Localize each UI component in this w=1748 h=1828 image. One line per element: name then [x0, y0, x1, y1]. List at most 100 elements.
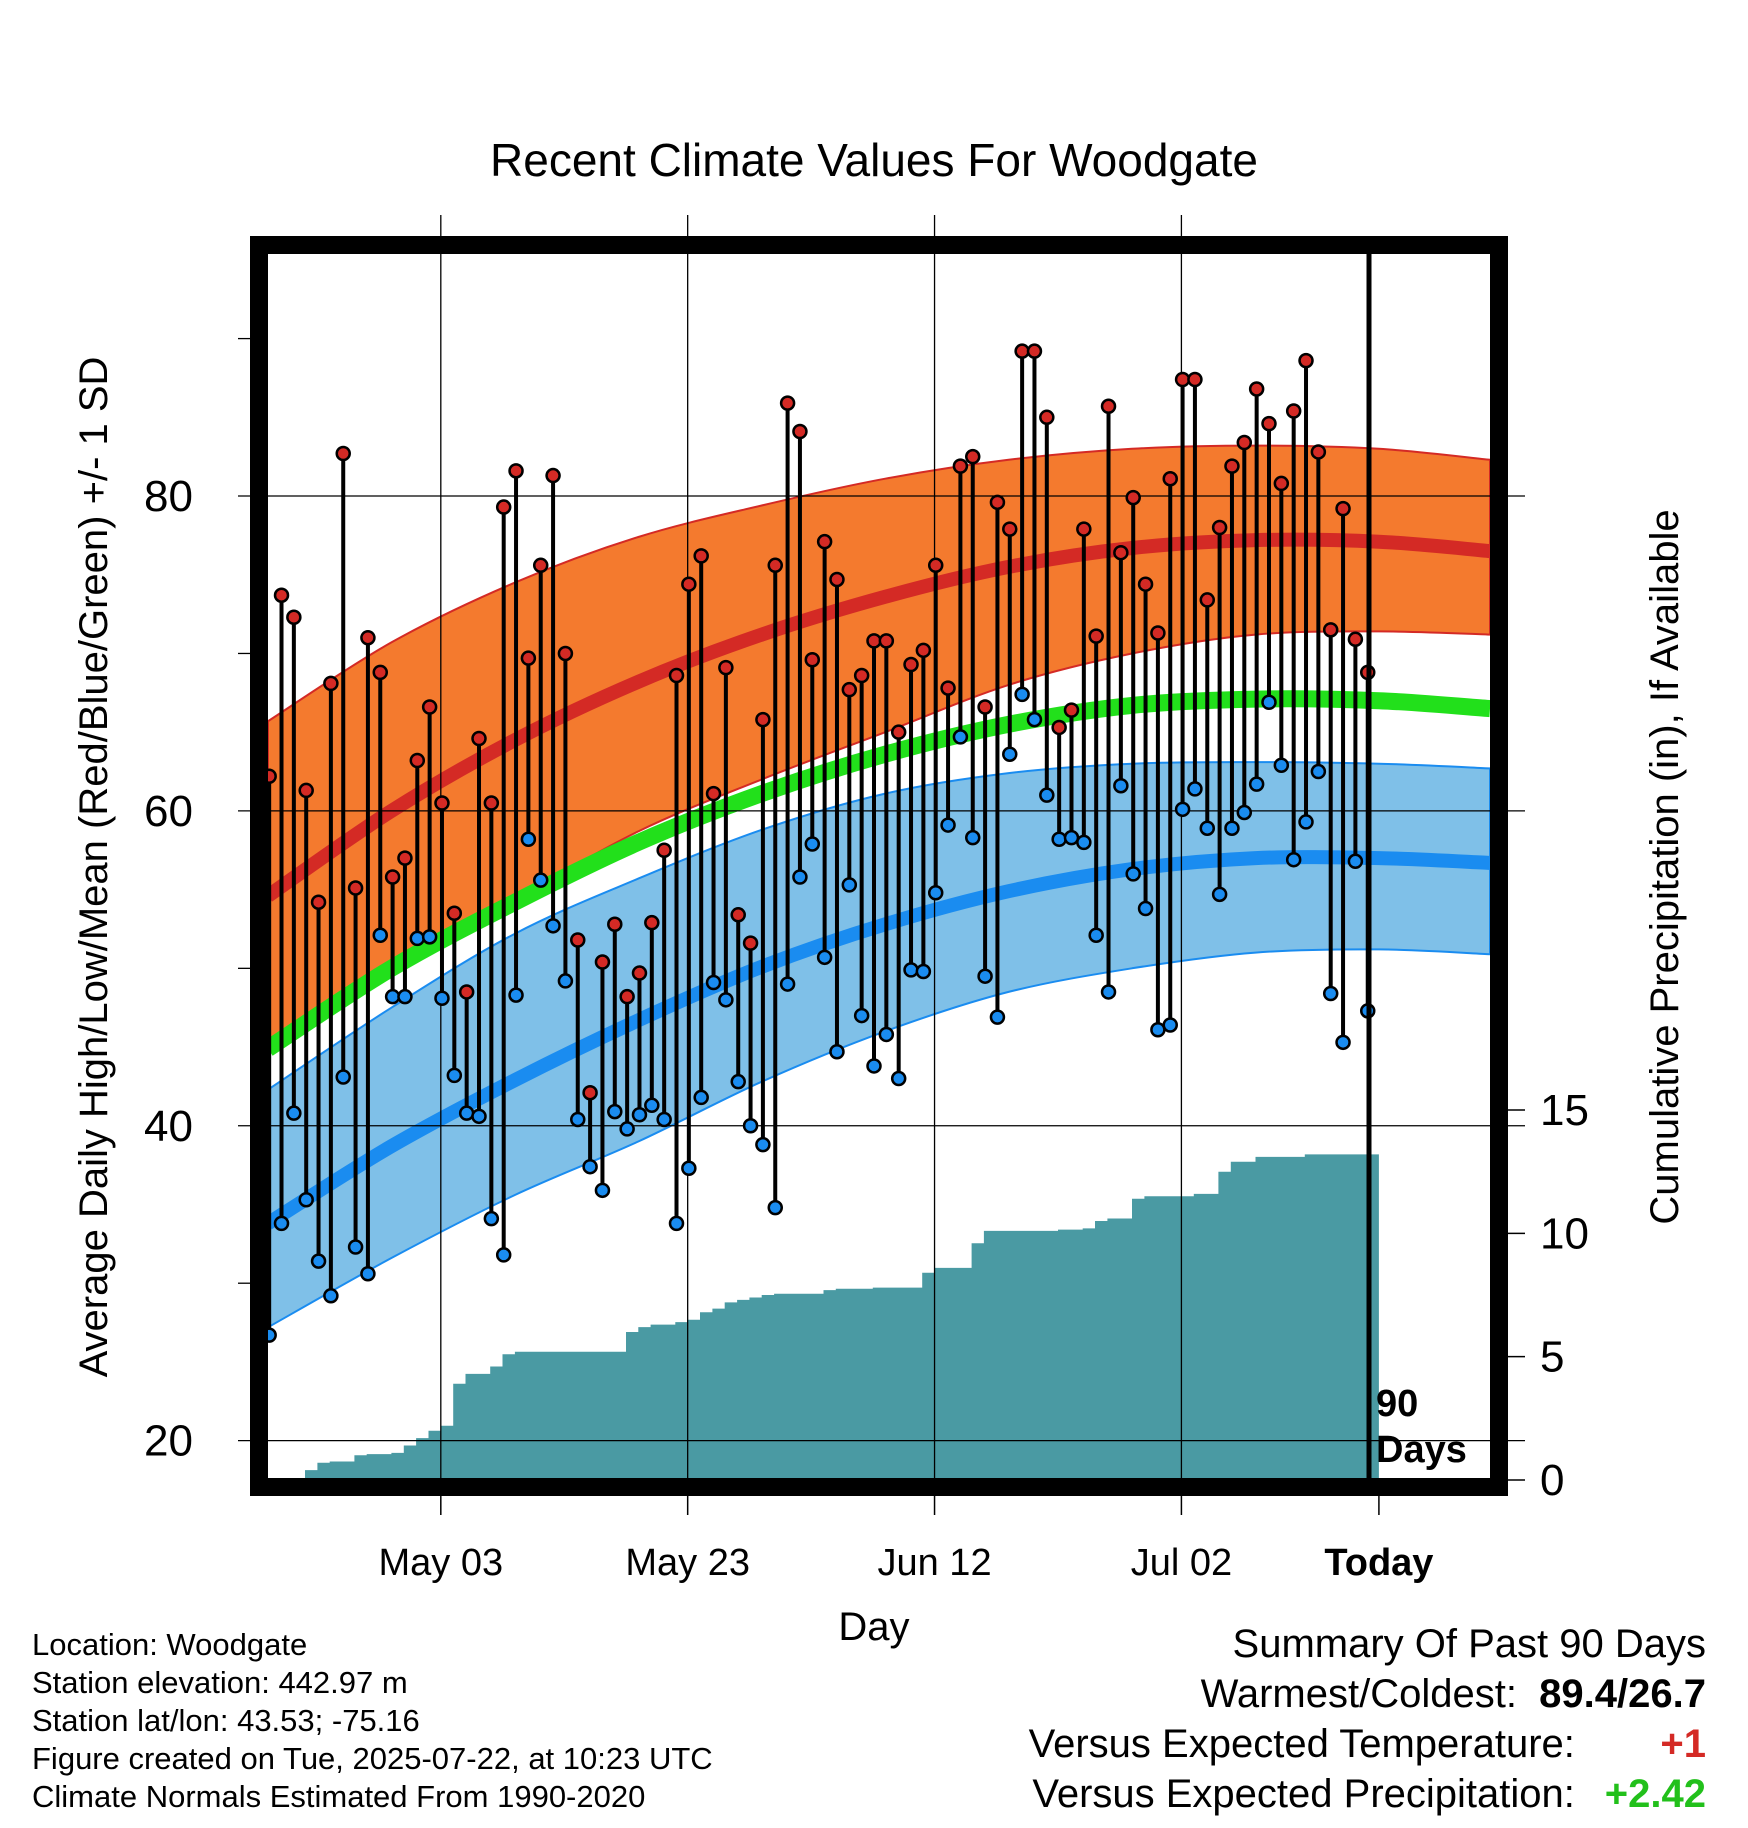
high-point: [1322, 622, 1339, 638]
y-right-tick-label: 5: [1540, 1333, 1564, 1382]
low-point: [853, 1007, 870, 1024]
low-point: [532, 872, 549, 888]
low-point: [1137, 900, 1154, 917]
high-point: [1347, 631, 1364, 648]
low-point: [298, 1192, 314, 1208]
y-right-tick-label: 15: [1540, 1086, 1589, 1135]
high-point: [989, 494, 1006, 511]
low-point: [570, 1111, 586, 1128]
elevation-text: Station elevation: 442.97 m: [32, 1665, 408, 1700]
low-point: [619, 1121, 635, 1137]
high-point: [607, 916, 623, 933]
y-axis-right-label: Cumulative Precipitation (in), If Availa…: [1643, 509, 1687, 1224]
low-point: [1051, 831, 1067, 847]
high-point: [409, 752, 426, 769]
high-point: [1335, 500, 1351, 517]
high-point: [335, 445, 351, 462]
high-point: [853, 667, 870, 684]
low-point: [483, 1210, 500, 1227]
low-point: [656, 1111, 672, 1128]
high-point: [619, 988, 635, 1005]
high-point: [1298, 352, 1314, 369]
low-point: [816, 949, 833, 966]
high-point: [940, 680, 956, 696]
low-point: [718, 992, 734, 1008]
high-point: [594, 954, 611, 970]
low-point: [421, 929, 438, 945]
low-point: [397, 988, 413, 1005]
latlon-text: Station lat/lon: 43.53; -75.16: [32, 1703, 420, 1738]
low-point: [1310, 763, 1327, 780]
high-point: [1310, 444, 1327, 460]
high-point: [421, 699, 438, 715]
chart-title: Recent Climate Values For Woodgate: [490, 134, 1258, 186]
high-point: [693, 548, 709, 564]
low-point: [1125, 866, 1141, 882]
low-point: [964, 829, 981, 846]
high-point: [520, 650, 537, 666]
low-point: [903, 962, 919, 978]
high-point: [434, 795, 450, 811]
y-left-tick-label: 60: [144, 787, 193, 836]
low-point: [767, 1199, 784, 1216]
x-tick-label: Jun 12: [877, 1542, 991, 1584]
high-point: [508, 463, 524, 479]
y-left-tick-label: 40: [144, 1102, 193, 1151]
low-point: [693, 1089, 709, 1106]
low-point: [384, 988, 401, 1005]
high-point: [841, 681, 858, 698]
high-point: [532, 557, 549, 574]
high-point: [372, 664, 389, 681]
high-point: [310, 894, 327, 910]
low-point: [471, 1108, 487, 1125]
low-point: [557, 973, 574, 989]
low-point: [372, 927, 389, 944]
high-point: [656, 842, 672, 859]
high-point: [705, 785, 722, 802]
low-point: [1261, 694, 1277, 711]
x-axis-label: Day: [838, 1605, 909, 1649]
summary-title-text: Summary Of Past 90 Days: [1232, 1622, 1706, 1666]
high-point: [644, 914, 660, 931]
high-point: [779, 395, 796, 411]
low-point: [1088, 927, 1104, 944]
high-point: [1174, 371, 1191, 388]
low-point: [1211, 886, 1228, 903]
low-point: [977, 968, 993, 984]
warm-cold-value: 89.4/26.7: [1539, 1672, 1706, 1716]
low-point: [310, 1253, 327, 1269]
high-point: [1224, 458, 1240, 474]
plot-frame: [250, 236, 1508, 1496]
high-point: [384, 869, 401, 885]
low-point: [286, 1105, 302, 1121]
high-point: [927, 557, 944, 574]
plot-area: 90 Days: [238, 215, 1525, 1496]
low-point: [1063, 829, 1080, 846]
low-point: [927, 885, 944, 901]
low-point: [1322, 985, 1339, 1002]
high-point: [1162, 470, 1178, 487]
precip-value: +2.42: [1604, 1772, 1706, 1816]
high-point: [767, 557, 784, 574]
high-point: [1199, 592, 1216, 608]
low-point: [1298, 814, 1314, 830]
high-point: [347, 880, 364, 896]
high-point: [829, 571, 845, 588]
low-point: [1199, 820, 1216, 836]
low-point: [1039, 787, 1055, 803]
location-text: Location: Woodgate: [32, 1627, 308, 1662]
low-point: [409, 930, 426, 947]
low-point: [915, 963, 932, 980]
high-point: [1088, 628, 1104, 644]
high-point: [1051, 719, 1067, 736]
normals-text: Climate Normals Estimated From 1990-2020: [32, 1779, 646, 1814]
high-point: [471, 730, 487, 747]
high-point: [360, 629, 376, 646]
high-point: [286, 609, 302, 626]
low-point: [1162, 1017, 1178, 1033]
summary-title: Summary Of Past 90 Days: [1233, 1622, 1706, 1667]
low-point: [446, 1067, 463, 1084]
high-point: [1002, 521, 1018, 537]
high-point: [1248, 381, 1265, 397]
